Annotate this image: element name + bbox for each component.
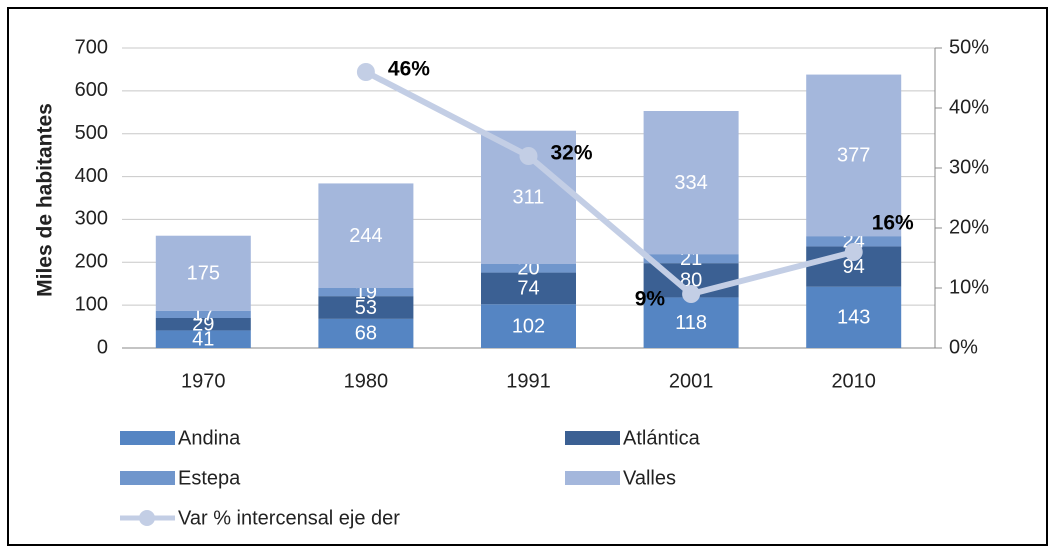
- y2-tick-label: 0%: [949, 336, 978, 358]
- line-value-label: 16%: [872, 212, 914, 235]
- y2-tick-label: 40%: [949, 96, 989, 118]
- line-value-label: 9%: [635, 288, 666, 311]
- legend-label: Atlántica: [623, 427, 701, 449]
- bar-segment: [806, 236, 902, 247]
- bar-segment: [643, 254, 739, 264]
- bar-segment: [155, 318, 251, 331]
- y-axis-title: Miles de habitantes: [34, 103, 57, 297]
- legend-label: Var % intercensal eje der: [178, 507, 400, 529]
- bar-value-label: 29: [192, 313, 214, 335]
- legend-swatch: [565, 431, 620, 445]
- y-tick-label: 200: [75, 251, 108, 273]
- bar-value-label: 143: [837, 307, 870, 329]
- y-tick-label: 300: [75, 208, 108, 230]
- y-tick-label: 500: [75, 122, 108, 144]
- x-tick-label: 2001: [669, 370, 714, 392]
- bar-segment: [643, 111, 739, 255]
- bar-value-label: 244: [349, 225, 382, 247]
- x-tick-label: 1970: [181, 370, 226, 392]
- x-tick-label: 1980: [344, 370, 389, 392]
- bar-value-label: 68: [355, 323, 377, 345]
- bar-segment: [155, 310, 251, 318]
- line-marker: [519, 147, 538, 165]
- bar-value-label: 334: [674, 172, 707, 194]
- y2-tick-label: 10%: [949, 276, 989, 298]
- line-value-label: 46%: [388, 58, 430, 81]
- bar-segment: [481, 272, 576, 305]
- bar-segment: [481, 304, 576, 348]
- bar-value-label: 377: [837, 145, 870, 167]
- y-tick-label: 0: [97, 336, 108, 358]
- bar-value-label: 102: [512, 315, 545, 337]
- bar-value-label: 41: [192, 328, 214, 350]
- legend-swatch: [120, 471, 175, 485]
- bar-segment: [806, 74, 902, 237]
- y-tick-label: 700: [75, 36, 108, 58]
- bar-value-label: 74: [517, 278, 539, 300]
- line-marker: [844, 243, 863, 261]
- bar-value-label: 118: [675, 312, 707, 334]
- line-value-label: 32%: [551, 142, 593, 165]
- y2-tick-label: 50%: [949, 36, 989, 58]
- bar-value-label: 311: [513, 187, 545, 209]
- bar-segment: [155, 330, 251, 348]
- y2-tick-label: 20%: [949, 216, 989, 238]
- bar-value-label: 53: [355, 297, 377, 319]
- y-tick-label: 600: [75, 79, 108, 101]
- bar-segment: [643, 297, 739, 348]
- y-tick-label: 400: [75, 165, 108, 187]
- y-tick-label: 100: [75, 293, 108, 315]
- line-marker: [356, 63, 375, 81]
- bar-value-label: 94: [843, 256, 865, 278]
- legend-label: Valles: [623, 467, 676, 489]
- legend-swatch: [139, 510, 155, 526]
- bar-segment: [318, 183, 414, 288]
- legend-swatch: [565, 471, 620, 485]
- bar-segment: [806, 286, 902, 348]
- bar-segment: [481, 264, 576, 273]
- bar-value-label: 175: [187, 262, 220, 284]
- bar-segment: [318, 318, 414, 348]
- legend-swatch: [120, 431, 175, 445]
- y2-tick-label: 30%: [949, 156, 989, 178]
- legend-label: Estepa: [178, 467, 241, 489]
- bar-segment: [318, 288, 414, 297]
- legend-label: Andina: [178, 427, 241, 449]
- x-tick-label: 1991: [506, 370, 551, 392]
- bar-segment: [155, 235, 251, 311]
- line-marker: [682, 285, 701, 303]
- line: [364, 69, 855, 297]
- bar-segment: [318, 296, 414, 319]
- x-tick-label: 2010: [831, 370, 876, 392]
